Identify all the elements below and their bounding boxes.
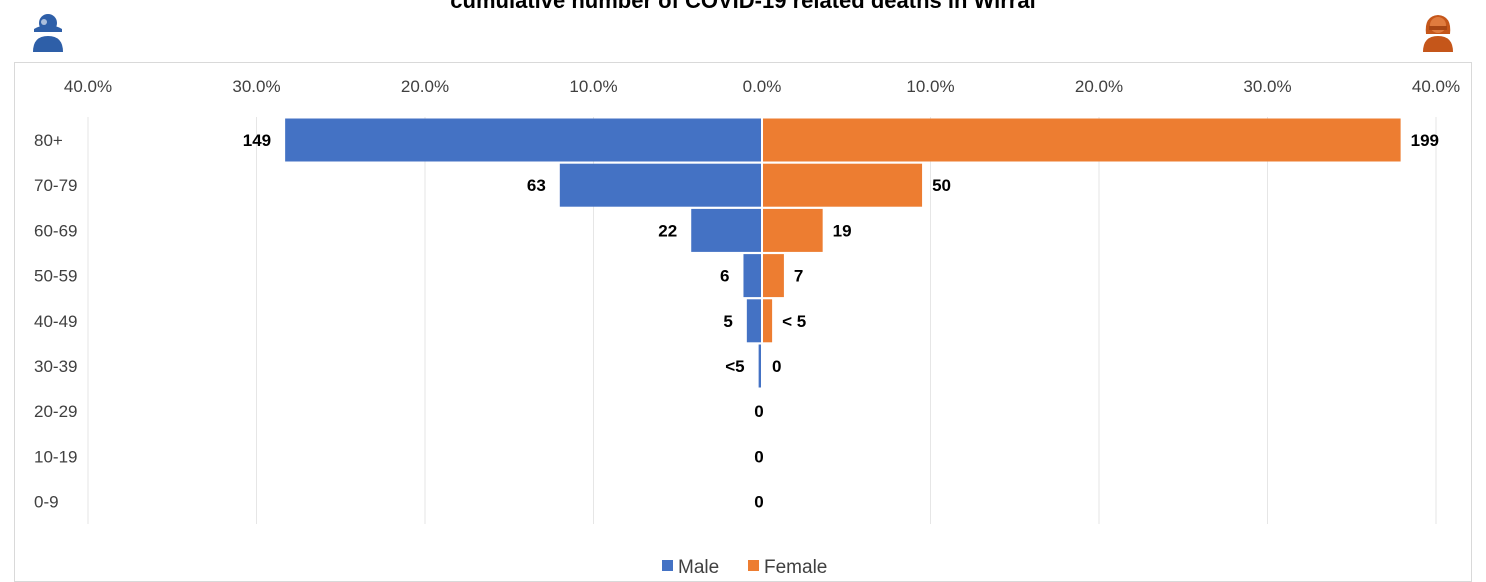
female-value-label: 0: [772, 357, 781, 376]
zero-value-label: 0: [754, 493, 763, 512]
female-bar: [762, 254, 784, 298]
male-person-icon: [33, 14, 63, 52]
male-bar: [691, 208, 762, 252]
male-bar: [758, 344, 762, 388]
x-tick-label: 20.0%: [1075, 77, 1123, 96]
legend-female-label: Female: [764, 557, 827, 578]
male-value-label: 149: [243, 131, 271, 150]
legend-male-label: Male: [678, 557, 719, 578]
category-label: 50-59: [34, 267, 77, 286]
zero-value-label: 0: [754, 447, 763, 466]
category-label: 40-49: [34, 312, 77, 331]
x-tick-label: 10.0%: [906, 77, 954, 96]
category-label: 0-9: [34, 493, 59, 512]
female-value-label: 50: [932, 176, 951, 195]
category-label: 10-19: [34, 447, 77, 466]
female-person-icon: [1423, 15, 1453, 52]
male-value-label: 6: [720, 267, 729, 286]
chart-title: cumulative number of COVID-19 related de…: [450, 0, 1036, 13]
female-value-label: 7: [794, 267, 803, 286]
category-label: 70-79: [34, 176, 77, 195]
male-value-label: 22: [658, 221, 677, 240]
female-bar: [762, 299, 773, 343]
male-bar: [743, 254, 762, 298]
legend-male-swatch: [662, 560, 673, 571]
category-label: 60-69: [34, 221, 77, 240]
legend-female-swatch: [748, 560, 759, 571]
x-tick-label: 30.0%: [232, 77, 280, 96]
female-bar: [762, 208, 823, 252]
female-bar: [762, 163, 923, 207]
category-label: 80+: [34, 131, 63, 150]
male-value-label: 63: [527, 176, 546, 195]
female-bar: [762, 118, 1401, 162]
zero-value-label: 0: [754, 402, 763, 421]
male-bar: [746, 299, 762, 343]
female-value-label: 199: [1411, 131, 1439, 150]
female-value-label: < 5: [782, 312, 806, 331]
female-value-label: 19: [833, 221, 852, 240]
male-bar: [559, 163, 762, 207]
x-tick-label: 20.0%: [401, 77, 449, 96]
male-value-label: 5: [723, 312, 732, 331]
x-tick-label: 10.0%: [569, 77, 617, 96]
category-label: 30-39: [34, 357, 77, 376]
x-tick-label: 40.0%: [64, 77, 112, 96]
x-tick-label: 0.0%: [743, 77, 782, 96]
category-label: 20-29: [34, 402, 77, 421]
x-tick-label: 40.0%: [1412, 77, 1460, 96]
male-value-label: <5: [725, 357, 744, 376]
male-bar: [285, 118, 762, 162]
x-tick-label: 30.0%: [1243, 77, 1291, 96]
